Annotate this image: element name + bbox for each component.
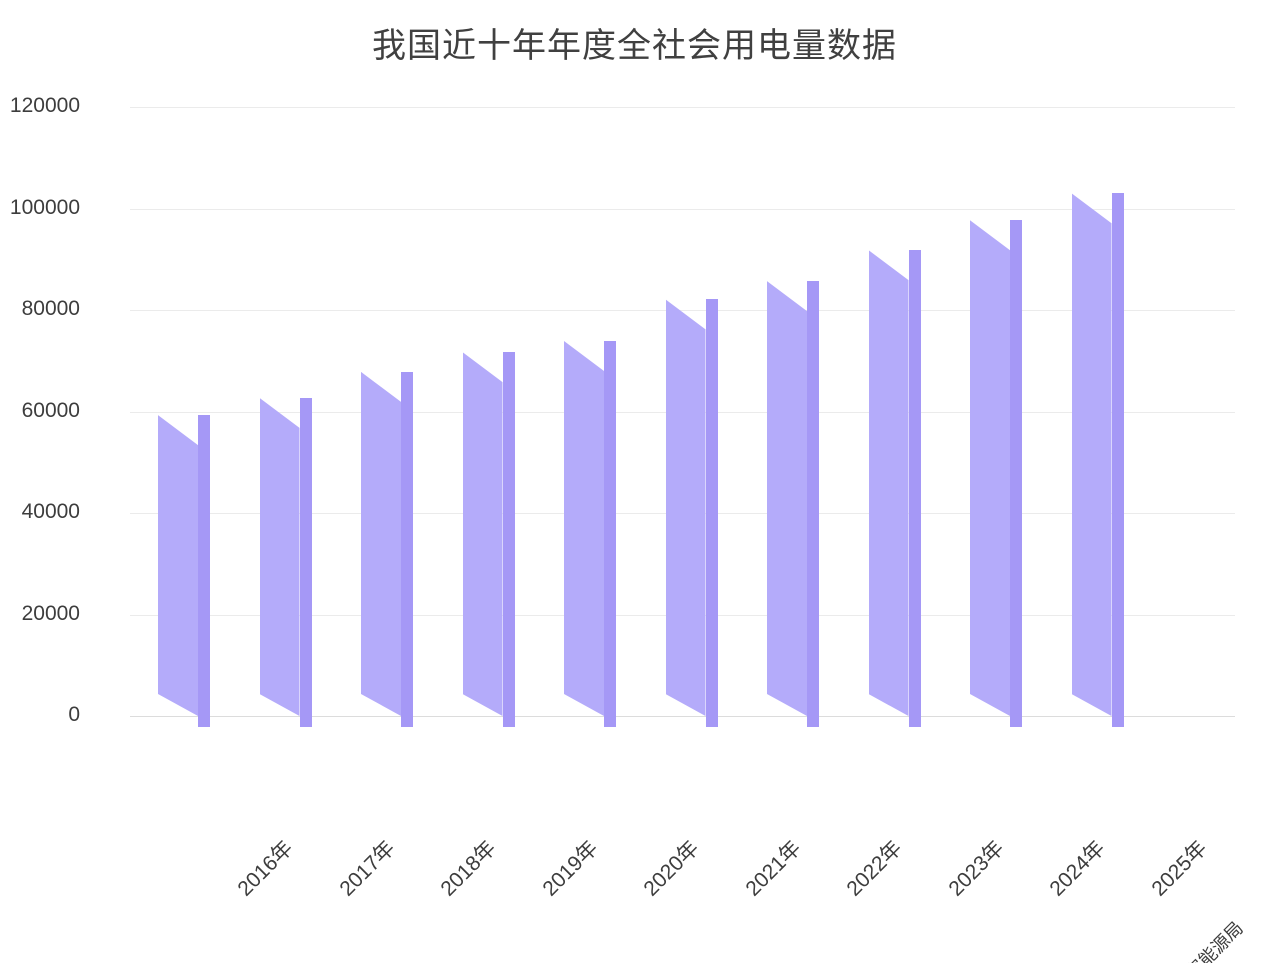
y-axis-tick-label: 100000 — [9, 195, 80, 219]
y-axis-tick-label: 20000 — [21, 601, 80, 625]
gridline-80000 — [130, 310, 1235, 311]
data-source-note: *数据来源/国家能源局 — [1107, 915, 1248, 963]
y-axis-tick-label: 40000 — [21, 500, 80, 523]
y-axis-tick-label: 0 — [68, 703, 80, 726]
gridline-100000 — [130, 208, 1235, 210]
bar-side-face — [299, 397, 312, 727]
bar-side-face — [908, 250, 921, 727]
bar-2017年[interactable] — [259, 397, 360, 730]
bar-2018年[interactable] — [361, 371, 461, 730]
bar-side-face — [198, 415, 210, 727]
bar-front-face — [259, 397, 300, 716]
x-axis-tick-label: 2017年 — [334, 836, 400, 901]
gridline-0 — [130, 716, 1235, 717]
y-axis-tick-label: 80000 — [21, 297, 80, 320]
bar-front-face — [970, 220, 1010, 716]
page-title: 我国近十年年度全社会用电量数据 — [372, 27, 897, 65]
bar-front-face — [361, 371, 401, 716]
bar-side-face — [502, 352, 515, 727]
bar-front-face — [158, 415, 198, 716]
bar-front-face — [1071, 193, 1112, 716]
y-axis-tick-label: 60000 — [21, 398, 80, 422]
gridline-120000 — [130, 107, 1235, 108]
bar-side-face — [1010, 220, 1022, 727]
bar-front-face — [462, 352, 503, 716]
bar-2020年[interactable] — [564, 340, 664, 730]
x-axis-tick-label: 2024年 — [1045, 836, 1110, 901]
bar-side-face — [705, 299, 718, 727]
bar-2019年[interactable] — [462, 352, 563, 730]
bar-side-face — [401, 371, 413, 727]
bar-2022年[interactable] — [767, 281, 867, 730]
x-axis-tick-label: 2018年 — [436, 836, 501, 901]
bar-side-face — [604, 340, 616, 727]
x-axis-tick-label: 2023年 — [943, 836, 1009, 901]
x-axis-tick-label: 2025年 — [1146, 836, 1212, 901]
x-axis-tick-label: 2016年 — [233, 836, 298, 901]
bar-front-face — [767, 281, 807, 716]
y-axis-tick-label: 120000 — [9, 94, 80, 117]
bar-2021年[interactable] — [665, 299, 766, 730]
bar-front-face — [665, 299, 706, 716]
x-axis-tick-label: 2022年 — [842, 836, 907, 901]
x-axis-tick-label: 2020年 — [639, 836, 704, 901]
bar-2024年[interactable] — [970, 220, 1070, 730]
x-axis-tick-label: 2021年 — [740, 836, 806, 901]
bar-2016年[interactable] — [158, 415, 258, 730]
plot-area: 120000 100000 80000 60000 40000 20000 0 2016年 20… — [10, 94, 1235, 901]
bar-2025年[interactable] — [1071, 193, 1172, 730]
bar-side-face — [1111, 193, 1124, 727]
bar-2023年[interactable] — [868, 250, 969, 730]
x-axis-tick-label: 2019年 — [537, 836, 603, 901]
bar-front-face — [868, 250, 909, 716]
bar-front-face — [564, 340, 604, 716]
bar-side-face — [807, 281, 819, 727]
